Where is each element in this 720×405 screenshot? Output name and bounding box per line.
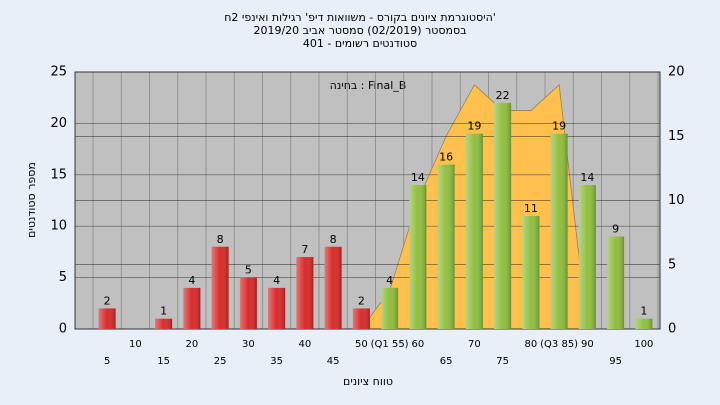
x-tick-label: (Q3 85) [540,339,578,350]
value-label: 1 [160,305,167,318]
bar-shade [578,185,596,329]
x-tick-label: (Q1 55) [371,339,409,350]
y-tick-label: 25 [50,65,67,80]
x-tick-label: 50 [355,339,368,350]
value-label: 2 [104,294,111,307]
value-label: 2 [358,294,365,307]
bar-shade [352,308,370,329]
title-line: 'היסטוגרמת ציונים בקורס - משוואות דיפ' ר… [224,11,496,24]
value-label: 16 [439,151,453,164]
bar-shade [409,185,427,329]
y-tick-label: 15 [50,167,67,182]
value-label: 8 [217,233,224,246]
x-tick-label: 90 [581,339,594,350]
y2-tick-label: 15 [668,129,685,144]
bar-shade [183,287,201,329]
x-tick-label: 30 [242,339,255,350]
value-label: 4 [188,274,195,287]
bar-shade [607,236,625,329]
value-label: 19 [467,120,481,133]
value-label: 14 [580,171,594,184]
x-tick-label: 10 [129,339,142,350]
value-label: 11 [524,202,538,215]
y-tick-label: 20 [50,116,67,131]
value-label: 4 [273,274,280,287]
y-tick-label: 10 [50,219,67,234]
value-label: 14 [411,171,425,184]
bar-shade [211,246,229,329]
x-tick-label: 45 [327,356,340,367]
x-tick-label: 15 [157,356,170,367]
y2-tick-label: 0 [668,322,676,337]
x-tick-label: 35 [270,356,283,367]
y2-tick-label: 5 [668,257,676,272]
bar-shade [494,102,512,329]
bar-shade [381,287,399,329]
bar-shade [324,246,342,329]
x-tick-label: 60 [412,339,425,350]
bar-shade [239,277,257,329]
bar-shade [522,215,540,329]
bar-shade [465,133,483,329]
x-tick-label: 100 [634,339,653,350]
x-tick-label: 65 [440,356,453,367]
value-label: 7 [301,243,308,256]
y-tick-label: 5 [59,270,67,285]
bar-shade [155,318,173,329]
x-tick-label: 20 [186,339,199,350]
x-tick-label: 70 [468,339,481,350]
x-tick-label: 5 [104,356,110,367]
title-line: סטודנטים רשומים - 401 [303,37,417,50]
annotation: בחינה : Final_B [330,79,407,92]
x-axis-label: טווח ציונים [343,375,393,388]
value-label: 4 [386,274,393,287]
value-label: 22 [496,89,510,102]
y2-tick-label: 20 [668,65,685,80]
x-tick-label: 40 [299,339,312,350]
y2-tick-label: 10 [668,193,685,208]
bar-shade [268,287,286,329]
y-axis-label: מספר סטודנטים [25,162,38,238]
value-label: 19 [552,120,566,133]
title-line: בסמסטר (02/2019) סמסטר אביב 2019/20 [253,24,466,37]
value-label: 8 [330,233,337,246]
bar-shade [635,318,653,329]
value-label: 1 [640,305,647,318]
x-tick-label: 80 [525,339,538,350]
bar-shade [98,308,116,329]
x-tick-label: 25 [214,356,227,367]
bar-shade [550,133,568,329]
x-tick-label: 95 [609,356,622,367]
x-tick-label: 75 [496,356,509,367]
bar-shade [296,257,314,329]
value-label: 9 [612,222,619,235]
value-label: 5 [245,264,252,277]
y-tick-label: 0 [59,322,67,337]
bar-shade [437,164,455,329]
